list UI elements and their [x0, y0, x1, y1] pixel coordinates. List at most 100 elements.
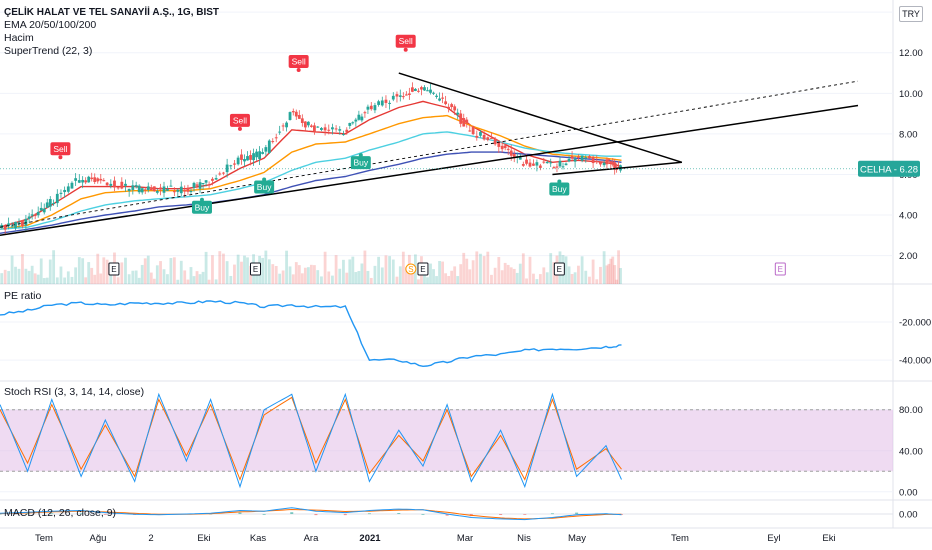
- volume-bar: [63, 277, 67, 284]
- volume-bar: [198, 274, 202, 284]
- candle-body: [342, 134, 345, 136]
- candle-body: [420, 87, 423, 90]
- macd-histogram-bar: [421, 514, 425, 515]
- dividend-mark: S: [405, 263, 417, 275]
- series-lines: [0, 82, 623, 521]
- candle-body: [77, 180, 81, 183]
- volume-bar: [615, 279, 619, 284]
- sell-signal: Sell: [50, 142, 71, 160]
- signal-badge: [549, 182, 570, 196]
- time-axis: Tem Ağu 2 Eki Kas Ara 2021 Mar Nis May Tem Eyl Eki: [35, 533, 836, 544]
- volume-bar: [573, 272, 577, 284]
- volume-bar: [183, 270, 187, 284]
- candle-body: [87, 176, 91, 183]
- signal-badge: [350, 156, 371, 170]
- legend-supertrend[interactable]: SuperTrend (22, 3): [4, 45, 93, 57]
- volume-bar: [345, 272, 349, 284]
- candle-body: [24, 218, 28, 226]
- candle-body: [558, 160, 562, 167]
- support-trendline: [0, 104, 859, 237]
- volume-bar: [155, 265, 159, 284]
- volume-bar: [426, 277, 429, 284]
- candle-body: [475, 135, 479, 138]
- volume-bar: [195, 271, 199, 284]
- volume-bar: [432, 269, 435, 284]
- candle-body: [218, 173, 222, 175]
- volume-bar: [482, 256, 486, 284]
- macd-label[interactable]: MACD (12, 26, close, 9): [4, 507, 117, 519]
- candle-body: [444, 101, 448, 105]
- volume-bar: [490, 274, 493, 284]
- triangle-upper: [398, 72, 683, 164]
- pe-ratio-label[interactable]: PE ratio: [4, 290, 42, 302]
- signal-label: Sell: [53, 144, 67, 154]
- currency-label[interactable]: TRY: [899, 6, 923, 22]
- candle-body: [63, 189, 67, 193]
- volume-bar: [401, 251, 405, 284]
- signal-label: Buy: [353, 158, 368, 168]
- volume-bar: [503, 262, 507, 284]
- candle-body: [497, 141, 501, 147]
- candle-body: [611, 161, 615, 164]
- candle-body: [152, 186, 156, 192]
- candle-body: [297, 115, 301, 119]
- macd-histogram-bar: [290, 512, 294, 514]
- volume-bar: [595, 279, 599, 284]
- volume-bar: [159, 261, 162, 284]
- macd-histogram-bar: [103, 514, 107, 515]
- volume-bar: [55, 277, 59, 284]
- volume-bar: [240, 261, 243, 284]
- volume-bar: [316, 270, 320, 284]
- volume-bar: [66, 271, 70, 284]
- candle-body: [584, 157, 588, 159]
- buy-signal: Buy: [191, 197, 212, 214]
- legend-ema[interactable]: EMA 20/50/100/200: [4, 19, 97, 31]
- volume-bar: [207, 279, 211, 284]
- volume-bar: [81, 258, 85, 284]
- volume-bar: [176, 279, 180, 284]
- legend-volume[interactable]: Hacim: [4, 32, 34, 44]
- candle-body: [211, 178, 214, 181]
- volume-bar: [528, 256, 532, 284]
- candle-body: [429, 89, 432, 93]
- candle-body: [404, 94, 408, 96]
- volume-bar: [391, 259, 395, 284]
- candle-body: [435, 95, 438, 97]
- signal-dot: [403, 47, 408, 52]
- candle-body: [27, 216, 31, 219]
- volume-bar: [549, 253, 553, 284]
- signal-dot: [296, 68, 301, 73]
- candle-body: [532, 163, 535, 166]
- candle-body: [525, 159, 528, 164]
- signal-dot: [557, 179, 562, 184]
- volume-bar: [591, 259, 595, 284]
- volume-bar: [619, 268, 622, 284]
- volume-bar: [429, 263, 432, 284]
- candle-body: [33, 214, 37, 217]
- volume-bar: [497, 257, 501, 284]
- volume-bar: [348, 259, 352, 284]
- y-tick-label: -40.000: [899, 356, 931, 367]
- candle-body: [166, 189, 169, 191]
- volume-bar: [90, 267, 94, 284]
- candle-body: [535, 162, 539, 166]
- candle-body: [21, 220, 24, 226]
- y-tick-label: 12.00: [899, 48, 923, 59]
- candle-body: [388, 102, 392, 104]
- candle-body: [613, 162, 617, 169]
- volume-bar: [52, 250, 56, 284]
- volume-bar: [124, 257, 127, 284]
- buy-signal: Buy: [549, 179, 570, 196]
- candle-body: [30, 214, 34, 216]
- stoch-rsi-label[interactable]: Stoch RSI (3, 3, 14, 14, close): [4, 386, 145, 398]
- candle-body: [99, 178, 103, 181]
- candle-body: [36, 211, 40, 216]
- candle-body: [90, 177, 94, 180]
- candle-body: [595, 160, 599, 163]
- volume-bar: [93, 274, 97, 284]
- volume-bar: [192, 276, 196, 284]
- trendlines[interactable]: [0, 72, 859, 237]
- pe-ratio-line: [0, 300, 622, 368]
- y-tick-label: 2.00: [899, 251, 918, 262]
